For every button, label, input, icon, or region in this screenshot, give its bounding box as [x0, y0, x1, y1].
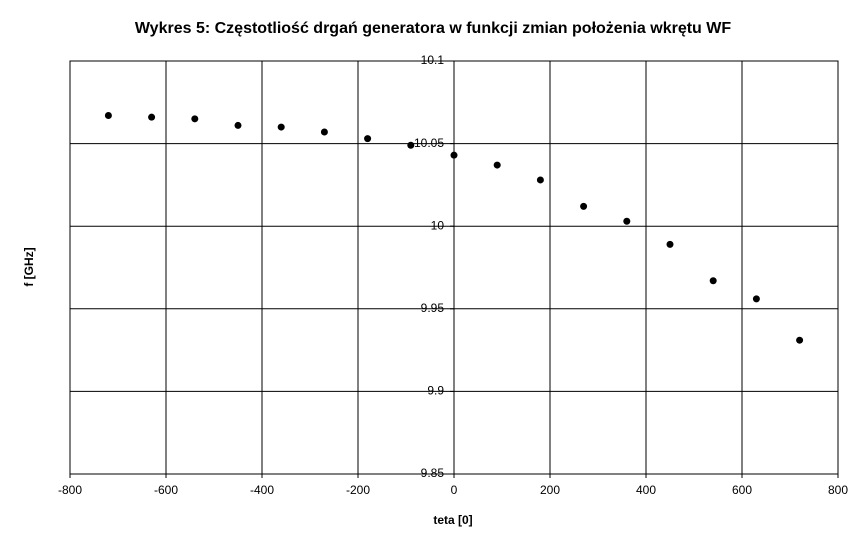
point	[666, 240, 674, 248]
y-tick-label: 10	[431, 218, 445, 232]
point	[234, 121, 242, 129]
point	[364, 135, 372, 143]
y-tick-label: 10.1	[421, 53, 445, 67]
x-axis-label: teta [0]	[433, 513, 472, 527]
point	[536, 176, 544, 184]
x-tick-label: 800	[828, 483, 848, 497]
chart-title: Wykres 5: Częstotliość drgań generatora …	[135, 20, 732, 37]
point	[104, 112, 112, 120]
x-tick-label: 0	[451, 483, 458, 497]
point	[148, 113, 156, 121]
y-tick-label: 9.95	[421, 301, 445, 315]
point	[493, 161, 501, 169]
point	[450, 151, 458, 159]
point	[407, 141, 415, 149]
point	[580, 202, 588, 210]
x-tick-label: 200	[540, 483, 560, 497]
x-tick-label: -600	[154, 483, 178, 497]
point	[709, 277, 717, 285]
y-tick-label: 9.85	[421, 466, 445, 480]
point	[191, 115, 199, 123]
y-tick-label: 10.05	[414, 136, 444, 150]
point	[277, 123, 285, 131]
x-tick-label: -800	[58, 483, 82, 497]
point	[752, 295, 760, 303]
x-tick-label: 400	[636, 483, 656, 497]
y-tick-label: 9.9	[427, 384, 444, 398]
y-axis-label: f [GHz]	[22, 247, 36, 286]
x-tick-label: -400	[250, 483, 274, 497]
point	[623, 217, 631, 225]
point	[320, 128, 328, 136]
x-tick-label: -200	[346, 483, 370, 497]
x-tick-label: 600	[732, 483, 752, 497]
point	[796, 336, 804, 344]
